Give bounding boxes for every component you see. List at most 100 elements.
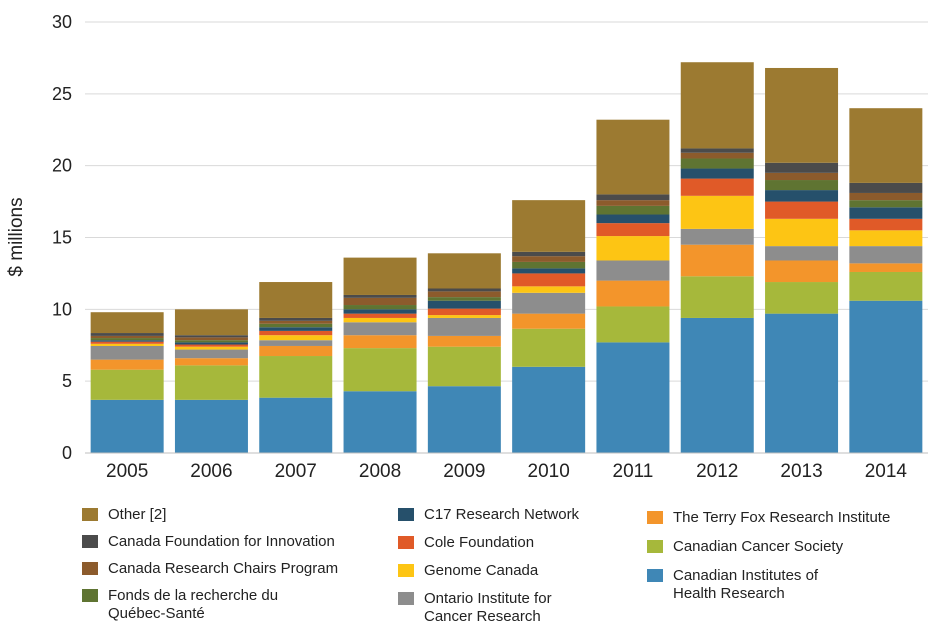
bar-segment [343, 322, 417, 336]
bar-segment [90, 340, 164, 342]
bar-segment [343, 294, 417, 298]
legend-item: Cole Foundation [398, 534, 654, 552]
legend-swatch [647, 569, 663, 582]
legend-label: Canada Research Chairs Program [108, 560, 339, 577]
legend-swatch [82, 535, 98, 548]
bar-segment [849, 200, 923, 208]
y-axis-label: $ millions [6, 197, 27, 276]
legend-label: Fonds de la recherche du Québec-Santé [108, 587, 279, 622]
bar-segment [90, 338, 164, 341]
legend-label: Canadian Cancer Society [673, 538, 844, 555]
bar-segment [680, 195, 754, 229]
bar-segment [174, 340, 248, 343]
legend-swatch [398, 564, 414, 577]
bar-segment [680, 317, 754, 453]
bar-segment [174, 335, 248, 338]
bar-segment [427, 297, 501, 301]
x-tick-label: 2013 [780, 461, 822, 482]
bar-segment [765, 67, 839, 163]
bar-segment [849, 246, 923, 264]
x-tick-label: 2005 [106, 461, 148, 482]
bar-segment [680, 158, 754, 169]
legend-swatch [82, 589, 98, 602]
bar-segment [259, 317, 333, 321]
bar-segment [765, 313, 839, 453]
bar-segment [427, 291, 501, 298]
bar-segment [765, 162, 839, 173]
x-tick-label: 2008 [359, 461, 401, 482]
bar-segment [765, 201, 839, 219]
legend-item: Other [2] [82, 506, 368, 524]
bar-segment [259, 282, 333, 318]
bar-segment [512, 292, 586, 314]
bar-segment [90, 359, 164, 370]
bar-segment [596, 236, 670, 261]
bar-segment [174, 346, 248, 350]
bar-segment [90, 399, 164, 453]
legend-item: Ontario Institute for Cancer Research [398, 590, 594, 626]
bar-segment [90, 341, 164, 344]
bar-segment [512, 313, 586, 329]
bar-segment [596, 194, 670, 201]
bar-segment [512, 286, 586, 293]
bar-segment [427, 308, 501, 316]
chart: $ millions 0 5 10 15 20 25 30 2005 2006 2007 2008 2… [6, 12, 928, 482]
bar-segment [765, 180, 839, 191]
bar-segment [427, 288, 501, 292]
bar-segment [512, 268, 586, 274]
y-tick-label: 10 [52, 299, 72, 319]
bar-segment [259, 335, 333, 341]
bar-segment [680, 276, 754, 318]
bar-segment [343, 313, 417, 318]
legend-swatch [647, 540, 663, 553]
bar-segment [90, 369, 164, 400]
legend-swatch [82, 508, 98, 521]
bar-segment [259, 340, 333, 346]
bar-segment [512, 256, 586, 262]
bar-segment [343, 297, 417, 306]
bar-segment [427, 346, 501, 387]
legend-label: Canada Foundation for Innovation [108, 533, 335, 550]
y-tick-label: 5 [62, 371, 72, 391]
bar-segment [596, 342, 670, 453]
bar-segment [90, 335, 164, 339]
bar-segment [680, 152, 754, 159]
bar-segment [596, 200, 670, 206]
bar-segment [765, 260, 839, 283]
x-tick-label: 2009 [443, 461, 485, 482]
legend-item: C17 Research Network [398, 506, 654, 524]
bar-segment [596, 280, 670, 307]
bar-segment [259, 345, 333, 357]
bar-segment [427, 300, 501, 309]
bar-segment [427, 335, 501, 347]
legend-item: The Terry Fox Research Institute [647, 509, 932, 527]
bar-segment [427, 386, 501, 453]
x-tick-label: 2014 [865, 461, 908, 482]
bar-segment [90, 312, 164, 334]
bar-segment [849, 218, 923, 231]
bar-segment [343, 317, 417, 323]
bar-segment [174, 344, 248, 347]
legend-swatch [647, 511, 663, 524]
bar-segment [512, 251, 586, 257]
bar-segment [849, 207, 923, 219]
bar-segment [174, 358, 248, 366]
bar-segment [596, 214, 670, 224]
y-tick-label: 0 [62, 443, 72, 463]
bar-segment [680, 168, 754, 179]
legend-swatch [398, 536, 414, 549]
legend-label: Canadian Institutes of Health Research [673, 567, 819, 602]
bar-segment [849, 108, 923, 183]
bar-segment [259, 327, 333, 331]
legend-label: Ontario Institute for Cancer Research [424, 590, 552, 625]
bar-segment [343, 335, 417, 349]
bar-segment [849, 300, 923, 453]
bar-segment [343, 391, 417, 453]
bar-segment [90, 343, 164, 346]
legend-swatch [398, 592, 414, 605]
legend-item: Fonds de la recherche du Québec-Santé [82, 587, 318, 623]
bar-segment [259, 356, 333, 398]
bar-segment [680, 178, 754, 196]
bar-segment [849, 271, 923, 301]
